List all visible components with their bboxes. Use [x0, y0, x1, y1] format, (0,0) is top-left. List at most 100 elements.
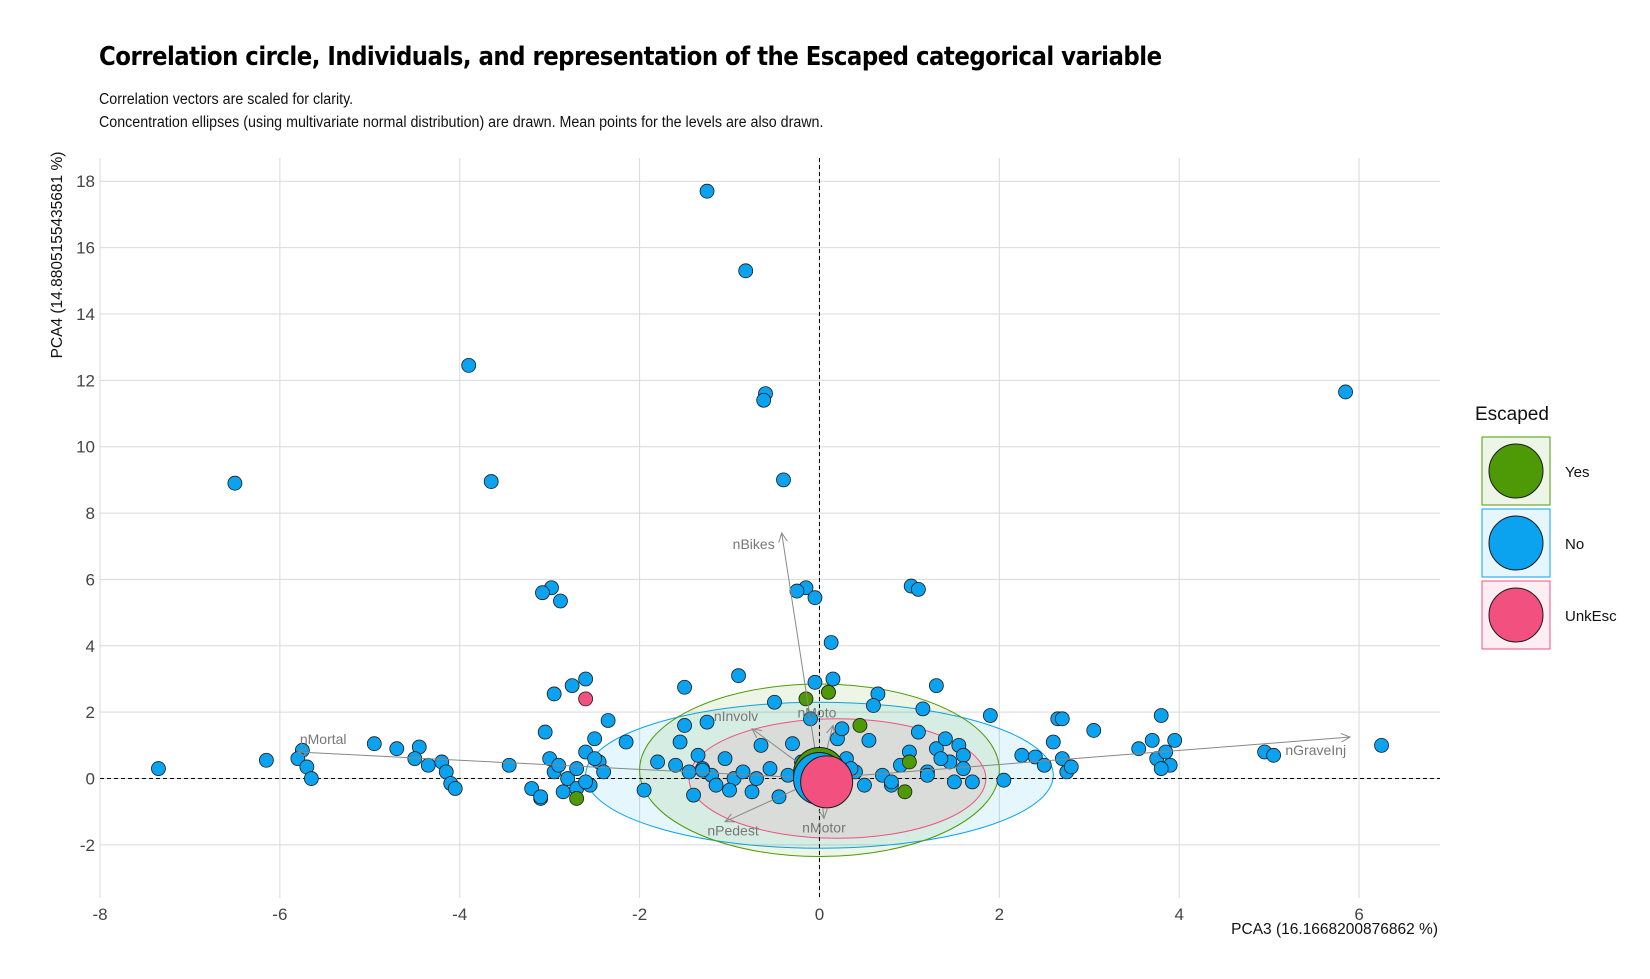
legend-label: No — [1565, 536, 1584, 553]
point-no — [560, 771, 576, 786]
point-no — [996, 772, 1012, 788]
point-no — [553, 593, 568, 609]
point-no — [1153, 761, 1169, 776]
point-no — [823, 635, 839, 650]
point-no — [910, 581, 926, 597]
legend-label: UnkEsc — [1565, 608, 1617, 625]
y-tick-label: 10 — [76, 438, 95, 457]
point-no — [825, 671, 841, 687]
point-no — [535, 585, 550, 601]
vector-arrowhead — [778, 531, 788, 543]
point-no — [1153, 708, 1169, 723]
point-yes — [901, 754, 917, 770]
point-no — [1131, 741, 1147, 757]
point-no — [447, 781, 463, 796]
point-no — [767, 694, 782, 710]
point-no — [578, 774, 594, 790]
vector-label: nGraveInj — [1285, 742, 1346, 758]
point-no — [708, 777, 724, 793]
point-no — [731, 668, 746, 684]
vector-arrowhead — [296, 747, 308, 758]
vector-arrowhead — [826, 724, 836, 736]
point-yes — [852, 718, 868, 733]
point-no — [964, 774, 980, 790]
point-no — [672, 734, 688, 750]
point-no — [910, 724, 926, 740]
point-no — [807, 590, 823, 606]
vector-nBikes — [781, 532, 820, 779]
mean-point-unkesc — [800, 755, 854, 809]
y-tick-label: 4 — [86, 637, 95, 656]
y-tick-label: 2 — [86, 703, 95, 722]
vector-nGraveInj — [819, 736, 1351, 780]
point-unkesc — [578, 691, 594, 707]
point-no — [420, 757, 436, 773]
point-no — [738, 263, 754, 279]
x-tick-label: -2 — [632, 905, 647, 924]
y-tick-label: 16 — [76, 239, 95, 258]
point-no — [366, 736, 382, 752]
point-no — [834, 721, 850, 737]
point-no — [695, 762, 710, 778]
point-no — [735, 764, 751, 780]
point-no — [866, 698, 881, 713]
point-no — [933, 751, 949, 767]
point-no — [1045, 734, 1061, 750]
vector-label: nMortal — [300, 731, 347, 747]
point-no — [955, 747, 971, 763]
point-no — [776, 472, 791, 488]
legend-keys: Yes No UnkEsc — [1481, 436, 1617, 650]
point-no — [762, 761, 778, 776]
point-no — [483, 474, 499, 489]
point-no — [717, 751, 733, 767]
point-no — [1086, 723, 1102, 738]
vector-arrowhead — [818, 808, 828, 820]
point-no — [596, 764, 612, 780]
point-no — [501, 757, 517, 773]
point-no — [807, 674, 823, 690]
vector-label: nBikes — [733, 536, 775, 552]
point-no — [555, 784, 571, 800]
point-no — [1374, 737, 1389, 753]
y-tick-label: 18 — [76, 172, 95, 191]
level-mean-points — [792, 747, 854, 809]
point-no — [753, 737, 769, 753]
y-tick-label: -2 — [80, 836, 95, 855]
chart-subtitle-line-1: Correlation vectors are scaled for clari… — [99, 91, 354, 108]
y-tick-label: 12 — [76, 371, 95, 390]
vector-arrowhead — [723, 813, 736, 823]
point-no — [1036, 757, 1052, 773]
point-yes — [821, 684, 836, 700]
x-tick-label: -4 — [452, 905, 467, 924]
correlation-vectors: nBikes nMortal nGraveInj nInvolv nPedest nMot… — [296, 531, 1352, 839]
point-no — [618, 734, 634, 750]
point-no — [861, 732, 877, 748]
point-no — [686, 787, 701, 803]
point-no — [1054, 711, 1070, 727]
point-no — [389, 741, 405, 757]
point-no — [756, 392, 772, 408]
legend-swatch — [1488, 515, 1544, 571]
x-tick-label: 4 — [1174, 905, 1183, 924]
vector-label: nPedest — [707, 823, 758, 839]
point-no — [699, 183, 715, 199]
x-axis-label: PCA3 (16.1668200876862 %) — [1231, 921, 1438, 938]
point-no — [227, 475, 243, 491]
point-no — [461, 357, 477, 373]
point-no — [690, 747, 706, 763]
y-tick-label: 0 — [86, 770, 95, 789]
point-no — [884, 774, 899, 790]
point-yes — [897, 784, 913, 800]
point-no — [677, 718, 692, 733]
vector-arrowhead — [1340, 732, 1352, 743]
point-no — [650, 754, 665, 770]
point-no — [303, 771, 319, 786]
axis-tick-labels: -8 -6 -4 -2 0 2 4 6 -2 0 2 4 6 8 10 12 14 16 18 — [76, 172, 1364, 924]
vector-arrowhead — [751, 728, 762, 738]
point-no — [749, 771, 764, 786]
point-no — [699, 714, 715, 730]
legend-swatch — [1488, 443, 1544, 499]
point-no — [1144, 732, 1160, 748]
point-no — [928, 678, 944, 694]
